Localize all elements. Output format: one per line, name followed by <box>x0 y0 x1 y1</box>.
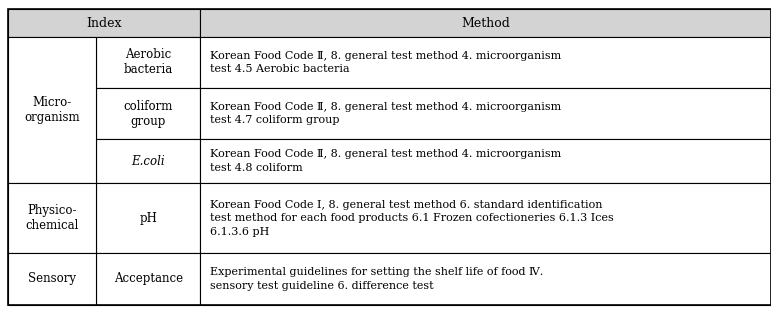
Text: Acceptance: Acceptance <box>114 273 183 285</box>
Text: Physico-
chemical: Physico- chemical <box>25 204 79 232</box>
Text: Aerobic
bacteria: Aerobic bacteria <box>124 48 173 76</box>
Bar <box>200 88 771 139</box>
Text: Index: Index <box>86 17 122 30</box>
Bar <box>96 253 200 305</box>
Bar <box>8 183 96 253</box>
Text: E.coli: E.coli <box>132 155 165 168</box>
Text: Micro-
organism: Micro- organism <box>24 96 80 124</box>
Bar <box>200 9 771 37</box>
Bar <box>200 37 771 88</box>
Bar <box>8 253 96 305</box>
Bar <box>96 139 200 183</box>
Bar <box>96 88 200 139</box>
Bar <box>96 183 200 253</box>
Bar <box>200 253 771 305</box>
Bar <box>8 37 96 183</box>
Text: Experimental guidelines for setting the shelf life of food Ⅳ.
sensory test guide: Experimental guidelines for setting the … <box>210 267 543 291</box>
Text: Korean Food Code Ⅱ, 8. general test method 4. microorganism
test 4.5 Aerobic bac: Korean Food Code Ⅱ, 8. general test meth… <box>210 51 561 74</box>
Text: Korean Food Code Ⅱ, 8. general test method 4. microorganism
test 4.8 coliform: Korean Food Code Ⅱ, 8. general test meth… <box>210 149 561 173</box>
Bar <box>200 139 771 183</box>
Bar <box>200 183 771 253</box>
Text: Sensory: Sensory <box>28 273 76 285</box>
Text: Korean Food Code Ⅱ, 8. general test method 4. microorganism
test 4.7 coliform gr: Korean Food Code Ⅱ, 8. general test meth… <box>210 102 561 126</box>
Bar <box>96 37 200 88</box>
Text: pH: pH <box>140 212 157 225</box>
Text: coliform
group: coliform group <box>123 100 173 128</box>
Text: Method: Method <box>461 17 510 30</box>
Bar <box>8 9 200 37</box>
Text: Korean Food Code Ⅰ, 8. general test method 6. standard identification
test metho: Korean Food Code Ⅰ, 8. general test meth… <box>210 200 614 237</box>
